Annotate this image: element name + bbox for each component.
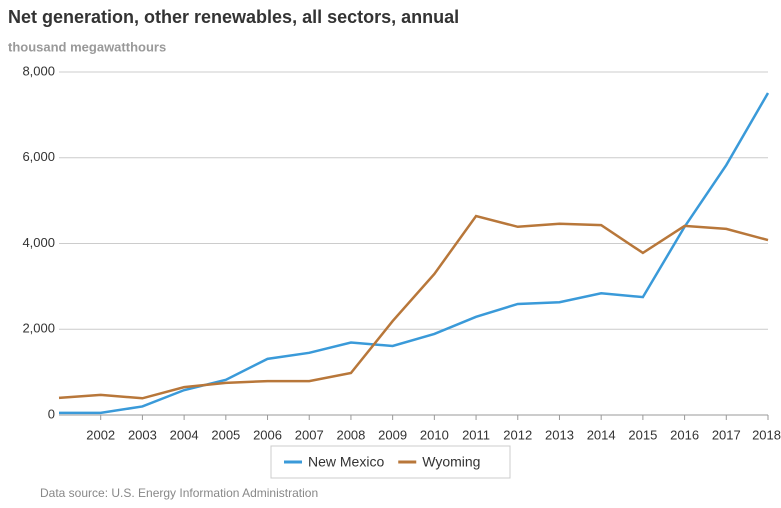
- x-tick-label: 2002: [86, 427, 115, 442]
- x-tick-label: 2005: [211, 427, 240, 442]
- x-tick-label: 2016: [670, 427, 699, 442]
- y-tick-label: 2,000: [22, 321, 55, 336]
- series-line: [58, 214, 769, 400]
- legend: New Mexico Wyoming: [270, 445, 511, 479]
- series-line: [59, 92, 770, 415]
- x-tick-label: 2017: [712, 427, 741, 442]
- subtitle: thousand megawatthours: [8, 39, 166, 54]
- x-tick-label: 2013: [545, 427, 574, 442]
- y-tick-label: 6,000: [22, 149, 55, 164]
- x-tick-label: 2006: [253, 427, 282, 442]
- y-tick-label: 4,000: [22, 235, 55, 250]
- x-tick-label: 2011: [462, 427, 490, 442]
- x-tick-label: 2018: [752, 427, 781, 442]
- x-tick-label: 2009: [378, 427, 407, 442]
- x-tick-label: 2003: [128, 427, 157, 442]
- x-tick-label: 2008: [336, 427, 365, 442]
- x-tick-label: 2014: [587, 427, 616, 442]
- legend-box: [270, 445, 511, 479]
- x-tick-label: 2012: [503, 427, 532, 442]
- chart-title: Net generation, other renewables, all se…: [8, 7, 459, 27]
- y-tick-label: 0: [48, 406, 55, 421]
- x-tick-label: 2010: [420, 427, 449, 442]
- legend-label: Wyoming: [422, 454, 480, 470]
- x-tick-label: 2004: [170, 427, 199, 442]
- x-tick-label: 2007: [295, 427, 324, 442]
- x-tick-label: 2015: [628, 427, 657, 442]
- y-tick-label: 8,000: [22, 63, 55, 78]
- legend-label: New Mexico: [308, 454, 384, 470]
- source: Data source: U.S. Energy Information Adm…: [40, 486, 318, 500]
